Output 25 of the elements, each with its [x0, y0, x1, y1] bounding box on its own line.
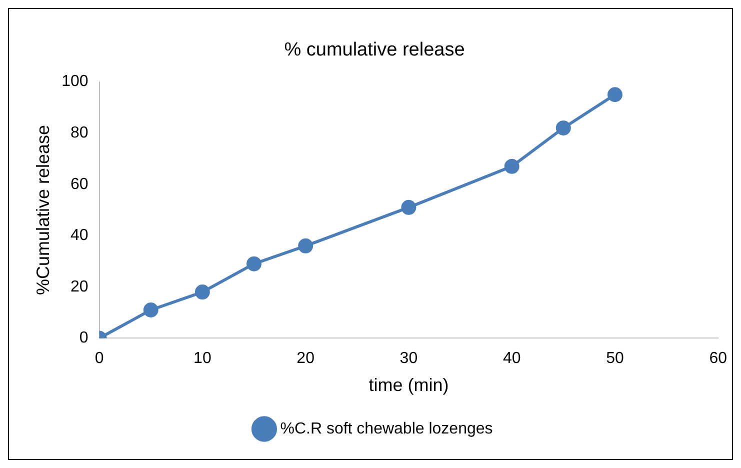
point — [504, 158, 520, 174]
y-tick-label: 40 — [70, 227, 88, 244]
y-axis-title: %Cumulative release — [32, 124, 53, 296]
x-tick-label: 30 — [400, 350, 418, 368]
x-tick-label: 20 — [296, 350, 315, 368]
y-tick-label: 0 — [79, 330, 88, 347]
x-tick-label: 50 — [606, 350, 624, 368]
point — [556, 120, 571, 136]
legend-label: %C.R soft chewable lozenges — [280, 420, 493, 438]
point — [143, 302, 158, 318]
x-tick-label: 10 — [194, 350, 212, 368]
x-tick-label: 0 — [94, 350, 104, 368]
point — [607, 87, 622, 102]
x-tick-label: 40 — [502, 350, 521, 368]
y-tick-label: 100 — [62, 73, 88, 90]
y-tick-label: 60 — [70, 176, 88, 193]
point — [298, 238, 314, 254]
y-tick-label: 20 — [70, 278, 88, 296]
x-axis-title: time (min) — [368, 375, 449, 396]
y-tick-label: 80 — [70, 124, 88, 142]
point — [194, 284, 210, 300]
point — [401, 200, 416, 215]
x-tick-label: 60 — [709, 350, 728, 368]
chart-title: % cumulative release — [284, 40, 465, 61]
point — [246, 256, 262, 272]
